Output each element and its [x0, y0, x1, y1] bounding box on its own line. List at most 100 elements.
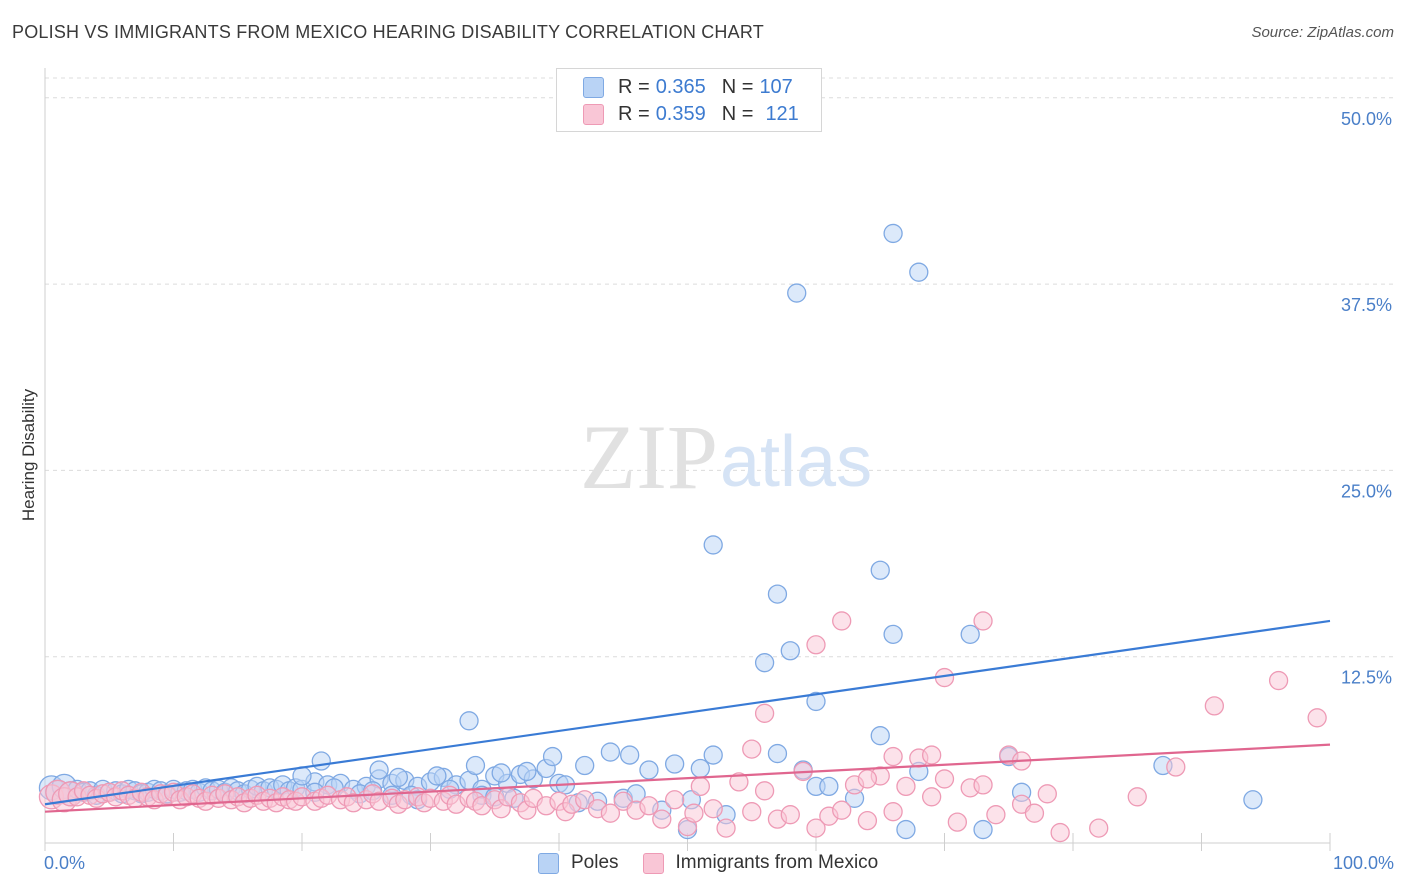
poles-n-value: 107: [759, 75, 793, 98]
mexico-point: [600, 803, 621, 823]
poles-point: [517, 761, 537, 782]
mexico-point: [639, 796, 659, 816]
poles-point: [665, 754, 685, 774]
mexico-legend-swatch: [642, 852, 664, 874]
watermark: ZIP atlas: [580, 406, 872, 508]
poles-point: [575, 755, 595, 776]
poles-point: [909, 262, 929, 282]
poles-point: [369, 760, 389, 780]
mexico-swatch: [583, 103, 604, 125]
mexico-point: [973, 611, 993, 631]
mexico-point: [922, 787, 942, 807]
poles-point: [459, 711, 479, 731]
y-tick-label: 37.5%: [1341, 295, 1392, 315]
mexico-point: [883, 746, 903, 767]
poles-point: [465, 755, 486, 776]
mexico-point: [1050, 822, 1070, 843]
mexico-point: [684, 803, 704, 823]
legend-row-mexico: R = 0.359 N = 121: [583, 103, 799, 125]
mexico-point: [1089, 818, 1109, 838]
n-label: N =: [721, 75, 754, 98]
n-label: N =: [721, 102, 754, 125]
poles-point: [542, 746, 563, 767]
mexico-point: [742, 802, 762, 822]
tick-label-layer: 12.5% 25.0% 37.5% 50.0% 0.0% 100.0%: [44, 109, 1394, 873]
mexico-point: [857, 769, 878, 789]
poles-legend-swatch: [538, 852, 559, 874]
mexico-point: [780, 805, 800, 825]
mexico-point: [806, 818, 826, 838]
poles-point: [767, 743, 788, 764]
mexico-points: [38, 611, 1327, 843]
mexico-r-value: 0.359: [655, 102, 706, 125]
stats-legend: R = 0.365 N = 107 R = 0.359 N = 121: [556, 68, 822, 132]
poles-point: [754, 653, 775, 673]
poles-point: [311, 751, 331, 771]
poles-point: [870, 726, 890, 746]
poles-point: [896, 819, 916, 840]
poles-trend-line: [44, 619, 1331, 806]
mexico-n-value: 121: [765, 102, 799, 125]
mexico-point: [1268, 670, 1289, 691]
chart-title: POLISH VS IMMIGRANTS FROM MEXICO HEARING…: [12, 22, 764, 42]
poles-point: [427, 766, 447, 786]
mexico-point: [1166, 757, 1186, 777]
mexico-point: [716, 818, 736, 838]
mexico-point: [883, 802, 903, 822]
y-axis-label: Hearing Disability: [19, 388, 38, 521]
mexico-trend-line: [44, 743, 1331, 813]
source-note: Source: ZipAtlas.com: [1251, 24, 1394, 41]
x-tick-label-max: 100.0%: [1333, 853, 1394, 873]
poles-point: [388, 767, 409, 788]
poles-point: [767, 584, 788, 604]
watermark-zip: ZIP: [580, 406, 718, 508]
poles-point: [787, 283, 807, 303]
legend-item-mexico[interactable]: Immigrants from Mexico: [642, 852, 879, 874]
poles-point: [491, 763, 511, 783]
legend-item-poles[interactable]: Poles: [538, 852, 619, 874]
watermark-atlas: atlas: [720, 422, 872, 502]
legend-row-poles: R = 0.365 N = 107: [583, 76, 793, 98]
mexico-point: [857, 810, 878, 831]
y-tick-label: 25.0%: [1341, 481, 1392, 501]
mexico-point: [703, 799, 723, 819]
grid-layer: [45, 77, 1395, 658]
mexico-point: [986, 805, 1006, 825]
poles-point: [883, 624, 903, 644]
mexico-point: [652, 809, 672, 829]
series-legend: Poles Immigrants from Mexico: [538, 852, 902, 874]
mexico-point: [1307, 708, 1327, 728]
mexico-point: [1037, 784, 1057, 804]
poles-point: [883, 223, 903, 244]
poles-legend-label: Poles: [571, 852, 619, 873]
mexico-point: [832, 800, 852, 820]
poles-point: [973, 819, 993, 840]
x-tick-label-min: 0.0%: [44, 853, 85, 873]
mexico-point: [947, 812, 967, 832]
y-tick-label: 12.5%: [1341, 668, 1392, 688]
r-label: R =: [618, 102, 650, 125]
poles-point: [703, 745, 723, 765]
r-label: R =: [618, 75, 650, 98]
mexico-point: [1024, 803, 1045, 823]
poles-point: [1243, 790, 1263, 810]
mexico-point: [896, 776, 916, 797]
poles-point: [292, 766, 312, 786]
mexico-point: [1204, 696, 1224, 716]
poles-point: [639, 760, 659, 780]
mexico-legend-label: Immigrants from Mexico: [675, 852, 879, 873]
trend-layer: [44, 619, 1331, 813]
poles-point: [690, 758, 710, 779]
mexico-point: [729, 772, 749, 792]
poles-point: [620, 745, 640, 765]
mexico-point: [806, 635, 826, 655]
poles-point: [780, 641, 800, 661]
poles-points: [38, 223, 1263, 840]
poles-point: [819, 776, 839, 797]
mexico-point: [934, 769, 955, 789]
mexico-point: [690, 776, 710, 797]
poles-point: [600, 742, 621, 762]
poles-point: [703, 535, 723, 555]
mexico-point: [832, 611, 852, 631]
